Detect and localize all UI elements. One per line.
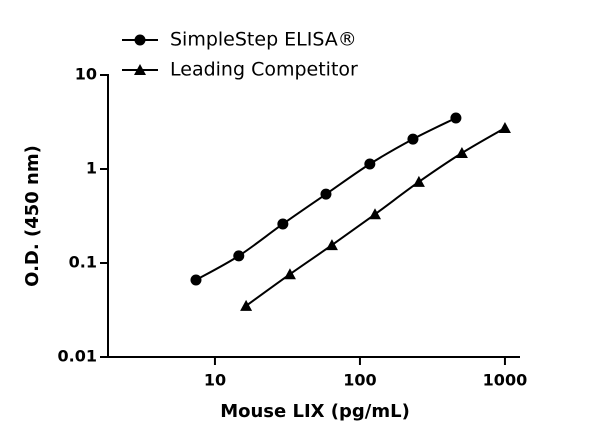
marker xyxy=(283,268,296,280)
marker xyxy=(190,274,202,286)
marker xyxy=(364,158,376,170)
x-tick-label: 100 xyxy=(343,371,376,390)
x-axis-title: Mouse LIX (pg/mL) xyxy=(220,401,410,422)
marker xyxy=(325,239,338,251)
y-axis-title: O.D. (450 nm) xyxy=(22,145,43,287)
marker xyxy=(233,250,245,262)
marker xyxy=(277,218,289,230)
legend-label: Leading Competitor xyxy=(170,59,358,81)
y-tick-label: 0.01 xyxy=(58,347,97,366)
x-tick-label: 1000 xyxy=(483,371,528,390)
marker xyxy=(498,122,511,134)
marker xyxy=(134,34,146,46)
y-tick-label: 10 xyxy=(75,65,97,84)
legend-label: SimpleStep ELISA® xyxy=(170,29,357,51)
marker xyxy=(450,112,462,124)
marker xyxy=(240,299,253,311)
x-tick-label: 10 xyxy=(204,371,226,390)
marker xyxy=(455,146,468,158)
marker xyxy=(368,208,381,220)
marker xyxy=(134,64,146,75)
marker xyxy=(407,133,419,145)
y-tick-label: 1 xyxy=(86,159,97,178)
y-tick-label: 0.1 xyxy=(69,253,97,272)
marker xyxy=(412,175,425,187)
marker xyxy=(320,188,332,200)
